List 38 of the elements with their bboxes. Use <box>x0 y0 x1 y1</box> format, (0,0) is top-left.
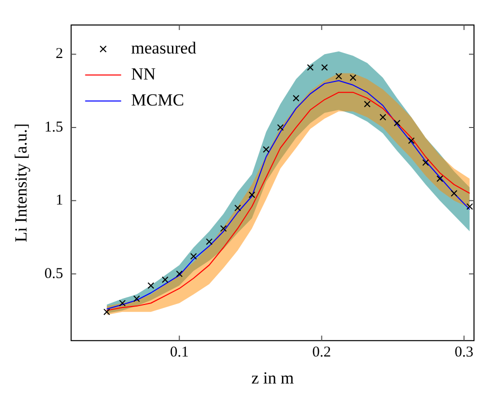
x-axis-title: z in m <box>251 368 294 388</box>
point <box>133 295 140 302</box>
point <box>248 191 256 198</box>
point <box>119 300 126 306</box>
y-tick-label: 2 <box>56 46 64 62</box>
point <box>466 203 474 210</box>
y-axis-title: Li Intensity [a.u.] <box>12 123 31 242</box>
point <box>450 190 458 197</box>
y-tick-label: 1.5 <box>44 119 64 136</box>
point <box>350 74 356 82</box>
point <box>190 252 197 260</box>
y-tick-label: 0.5 <box>44 266 64 282</box>
point <box>394 120 400 126</box>
point <box>162 276 168 284</box>
point <box>380 114 386 121</box>
point <box>335 72 342 80</box>
point <box>277 124 284 131</box>
point <box>103 308 110 316</box>
point <box>408 137 415 144</box>
x-tick-label: 0.1 <box>170 344 189 361</box>
y-tick-label: 1 <box>56 192 64 209</box>
point <box>364 100 371 108</box>
point <box>321 64 328 71</box>
legend-label: MCMC <box>131 90 184 110</box>
point <box>306 64 314 71</box>
legend-label: measured <box>131 38 197 58</box>
x-tick-label: 0.2 <box>312 344 332 361</box>
point <box>206 238 213 245</box>
point <box>262 146 270 153</box>
point <box>148 282 154 289</box>
point <box>176 270 183 278</box>
point <box>220 225 227 232</box>
point <box>422 159 429 166</box>
point <box>436 175 444 182</box>
point <box>292 94 300 102</box>
x-tick-label: 0.3 <box>454 344 474 361</box>
legend-label: NN <box>131 64 156 84</box>
point <box>234 204 242 212</box>
